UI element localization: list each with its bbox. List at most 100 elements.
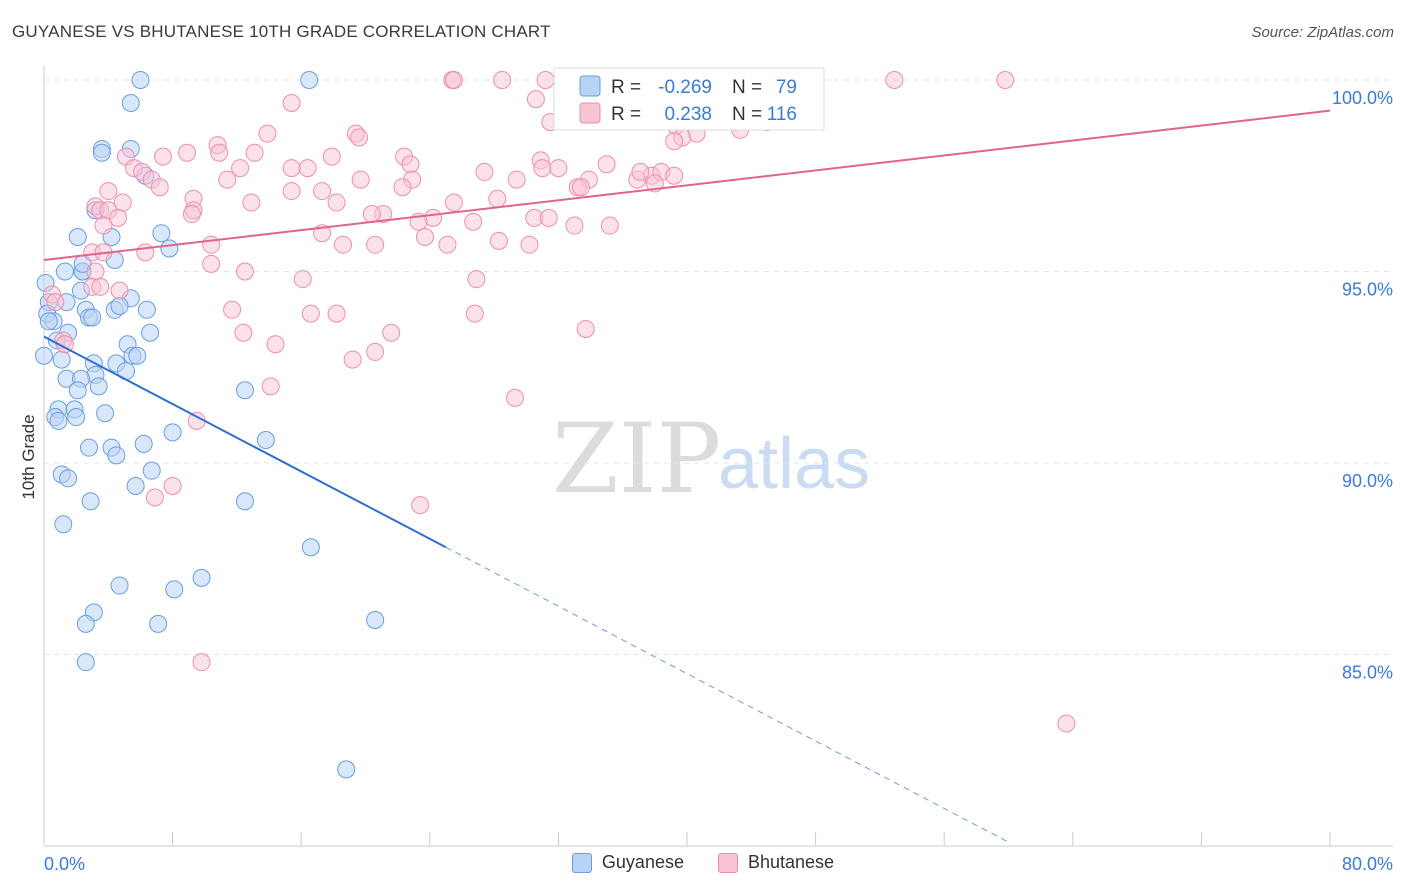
bhutanese-point [382,323,401,342]
bhutanese-point [489,231,508,250]
bhutanese-point [218,170,237,189]
bhutanese-point [549,159,568,178]
watermark-zip: ZIP [552,403,721,515]
guyanese-point [55,262,74,281]
bhutanese-point [282,159,301,178]
bhutanese-point [234,323,253,342]
bhutanese-point [526,90,545,109]
bhutanese-point [401,155,420,174]
guyanese-point [163,423,182,442]
guyanese-point [54,515,73,534]
bhutanese-point [108,208,127,227]
series-legend: Guyanese Bhutanese [0,852,1406,873]
bhutanese-point [182,205,201,224]
bhutanese-point [327,304,346,323]
guyanese-point [81,492,100,511]
legend-n-value-bhutanese: 116 [767,104,797,125]
guyanese-point [67,408,86,427]
guyanese-point [131,71,150,89]
bhutanese-point [411,496,430,515]
guyanese-point [142,461,161,480]
bhutanese-point [996,71,1015,89]
bhutanese-point [322,147,341,166]
x-tick-label-min: 0.0% [44,854,85,874]
legend-n-value-guyanese: 79 [776,77,797,98]
bhutanese-point [475,162,494,181]
guyanese-point [96,404,115,423]
bhutanese-point [110,281,129,300]
bhutanese-point [313,182,332,201]
y-tick-label-95: 95.0% [1342,280,1393,300]
guyanese-point [68,381,87,400]
bhutanese-point [488,189,507,208]
y-axis-title: 10th Grade [19,414,38,499]
legend-label-guyanese: Guyanese [601,852,684,872]
bhutanese-point [393,178,412,197]
guyanese-point [235,381,254,400]
guyanese-trend-extrapolation [445,546,1009,843]
bhutanese-point [520,235,539,254]
bhutanese-point [258,124,277,143]
bhutanese-point [210,143,229,162]
bhutanese-point [192,653,211,672]
source-label: Source: ZipAtlas.com [1251,24,1394,41]
bhutanese-point [46,293,65,312]
bhutanese-point [202,254,221,273]
bhutanese-point [571,178,590,197]
bhutanese-point [350,128,369,147]
guyanese-point [110,576,129,595]
bhutanese-point [99,182,118,201]
bhutanese-point [444,71,463,89]
bhutanese-point [235,262,254,281]
bhutanese-point [145,488,164,507]
guyanese-point [83,308,102,327]
guyanese-point [92,143,111,162]
bhutanese-point [465,304,484,323]
bhutanese-point [885,71,904,89]
legend-item-bhutanese: Bhutanese [717,852,835,873]
bhutanese-point [415,228,434,247]
grid [44,79,1393,655]
trend-lines [43,109,1331,843]
legend-r-value-guyanese: -0.269 [658,77,712,98]
bhutanese-point [1057,714,1076,733]
guyanese-point [141,323,160,342]
guyanese-point [152,224,171,243]
bhutanese-point [351,170,370,189]
bhutanese-point [464,212,483,231]
correlation-legend: R = -0.269 N = 79 R = 0.238 N = 116 [553,67,825,131]
legend-n-label-bhutanese: N = [732,104,762,125]
legend-swatch-bhutanese [579,102,601,124]
bhutanese-point [600,216,619,235]
guyanese-points [35,71,385,779]
guyanese-point [89,377,108,396]
guyanese-point [256,431,275,450]
axes [43,66,1393,847]
bhutanese-point [55,335,74,354]
guyanese-trend-line [43,335,447,549]
bhutanese-point [533,159,552,178]
watermark: ZIP atlas [552,403,870,515]
bhutanese-point [565,216,584,235]
bhutanese-trend-line [43,109,1331,262]
guyanese-point [110,296,129,315]
y-tick-label-90: 90.0% [1342,471,1393,491]
guyanese-point [52,350,71,369]
y-tick-labels: 85.0% 90.0% 95.0% 100.0% [1332,88,1393,683]
legend-swatch-bhutanese-bottom [717,852,738,873]
bhutanese-point [231,159,250,178]
legend-label-bhutanese: Bhutanese [747,852,835,872]
bhutanese-point [665,132,684,151]
bhutanese-point [266,335,285,354]
legend-item-guyanese: Guyanese [571,852,684,873]
guyanese-point [366,611,385,630]
legend-n-label-guyanese: N = [732,77,762,98]
y-tick-label-85: 85.0% [1342,663,1393,683]
legend-r-label-guyanese: R = [611,77,641,98]
bhutanese-point [91,277,110,296]
legend-r-label-bhutanese: R = [611,104,641,125]
bhutanese-point [493,71,512,89]
bhutanese-point [327,193,346,212]
bhutanese-point [202,235,221,254]
